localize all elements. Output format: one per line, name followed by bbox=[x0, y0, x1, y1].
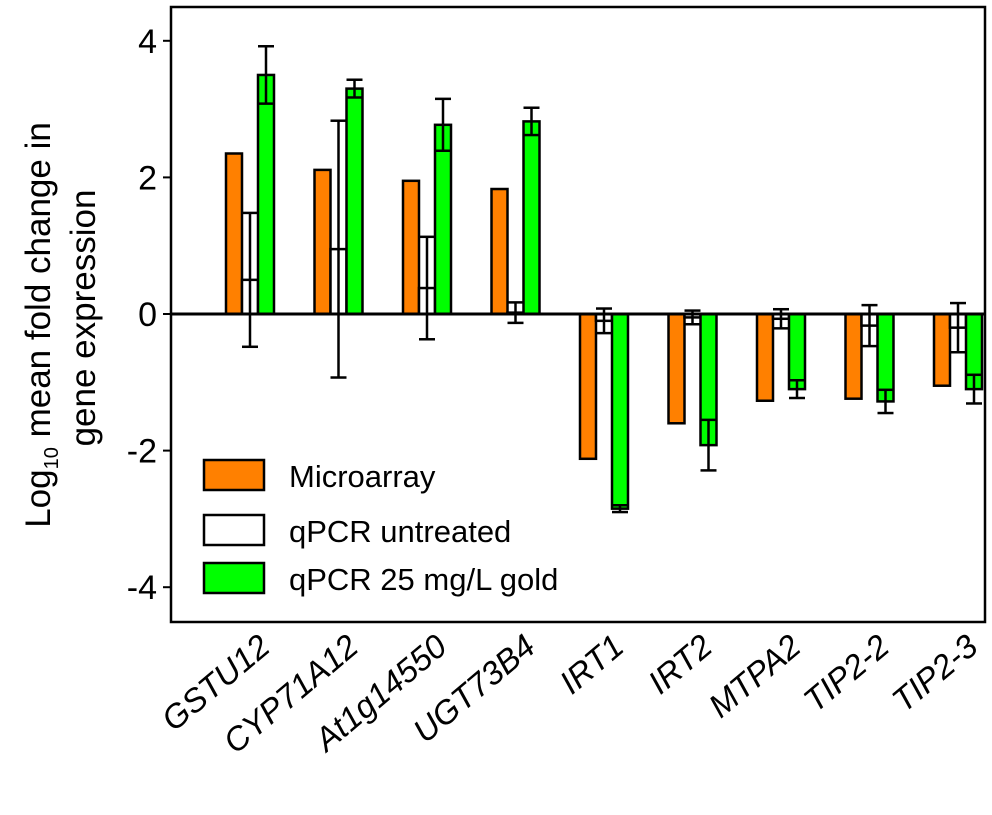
bar-microarray-irt2 bbox=[667, 312, 686, 425]
legend-label: qPCR untreated bbox=[289, 514, 511, 549]
y-label-line2: gene expression bbox=[64, 190, 103, 447]
bar-microarray-irt1 bbox=[578, 312, 598, 461]
legend-label: Microarray bbox=[289, 459, 436, 494]
bars bbox=[224, 45, 984, 514]
y-label-rest: mean fold change in bbox=[19, 122, 58, 447]
y-label-log: Log bbox=[19, 469, 58, 527]
x-tick-label: TIP2-3 bbox=[885, 627, 985, 719]
bar-microarray-at1g14550 bbox=[401, 179, 421, 316]
y-tick-label: 0 bbox=[138, 296, 157, 334]
bar-qpcr-25-mg-l-gold-ugt73b4 bbox=[522, 120, 541, 316]
x-tick-label: IRT1 bbox=[552, 627, 630, 701]
bar-qpcr-25-mg-l-gold-cyp71a12 bbox=[345, 87, 364, 316]
x-tick-label: TIP2-2 bbox=[796, 627, 896, 719]
legend-swatch bbox=[202, 561, 266, 595]
bar-qpcr-25-mg-l-gold-tip2-2 bbox=[876, 312, 895, 403]
x-tick-label: MTPA2 bbox=[701, 627, 807, 724]
bar-microarray-ugt73b4 bbox=[490, 187, 509, 316]
bar-qpcr-25-mg-l-gold-mtpa2 bbox=[787, 312, 807, 391]
legend-label: qPCR 25 mg/L gold bbox=[289, 562, 558, 597]
y-label-subscript: 10 bbox=[41, 447, 63, 469]
bar-microarray-mtpa2 bbox=[755, 312, 775, 402]
y-tick-label: 4 bbox=[138, 23, 157, 61]
legend-swatch bbox=[202, 513, 266, 547]
bar-microarray-cyp71a12 bbox=[313, 168, 332, 316]
legend: Microarray qPCR untreated qPCR 25 mg/L gol… bbox=[202, 458, 558, 597]
bar-microarray-tip2-3 bbox=[932, 312, 952, 387]
y-tick-label: 2 bbox=[138, 159, 157, 197]
bar-qpcr-25-mg-l-gold-at1g14550 bbox=[433, 123, 453, 316]
y-axis-label: Log10 mean fold change in gene expressio… bbox=[19, 122, 103, 528]
y-tick-label: -4 bbox=[127, 569, 157, 607]
legend-swatch bbox=[202, 458, 266, 492]
y-tick-label: -2 bbox=[127, 433, 157, 471]
x-tick-label: IRT2 bbox=[641, 627, 719, 701]
bar-qpcr-25-mg-l-gold-gstu12 bbox=[256, 73, 276, 316]
bar-qpcr-25-mg-l-gold-irt1 bbox=[610, 312, 630, 510]
bar-microarray-gstu12 bbox=[224, 152, 244, 316]
bar-microarray-tip2-2 bbox=[844, 312, 863, 400]
svg-text:Log10 mean fold change in: Log10 mean fold change in bbox=[19, 122, 63, 528]
